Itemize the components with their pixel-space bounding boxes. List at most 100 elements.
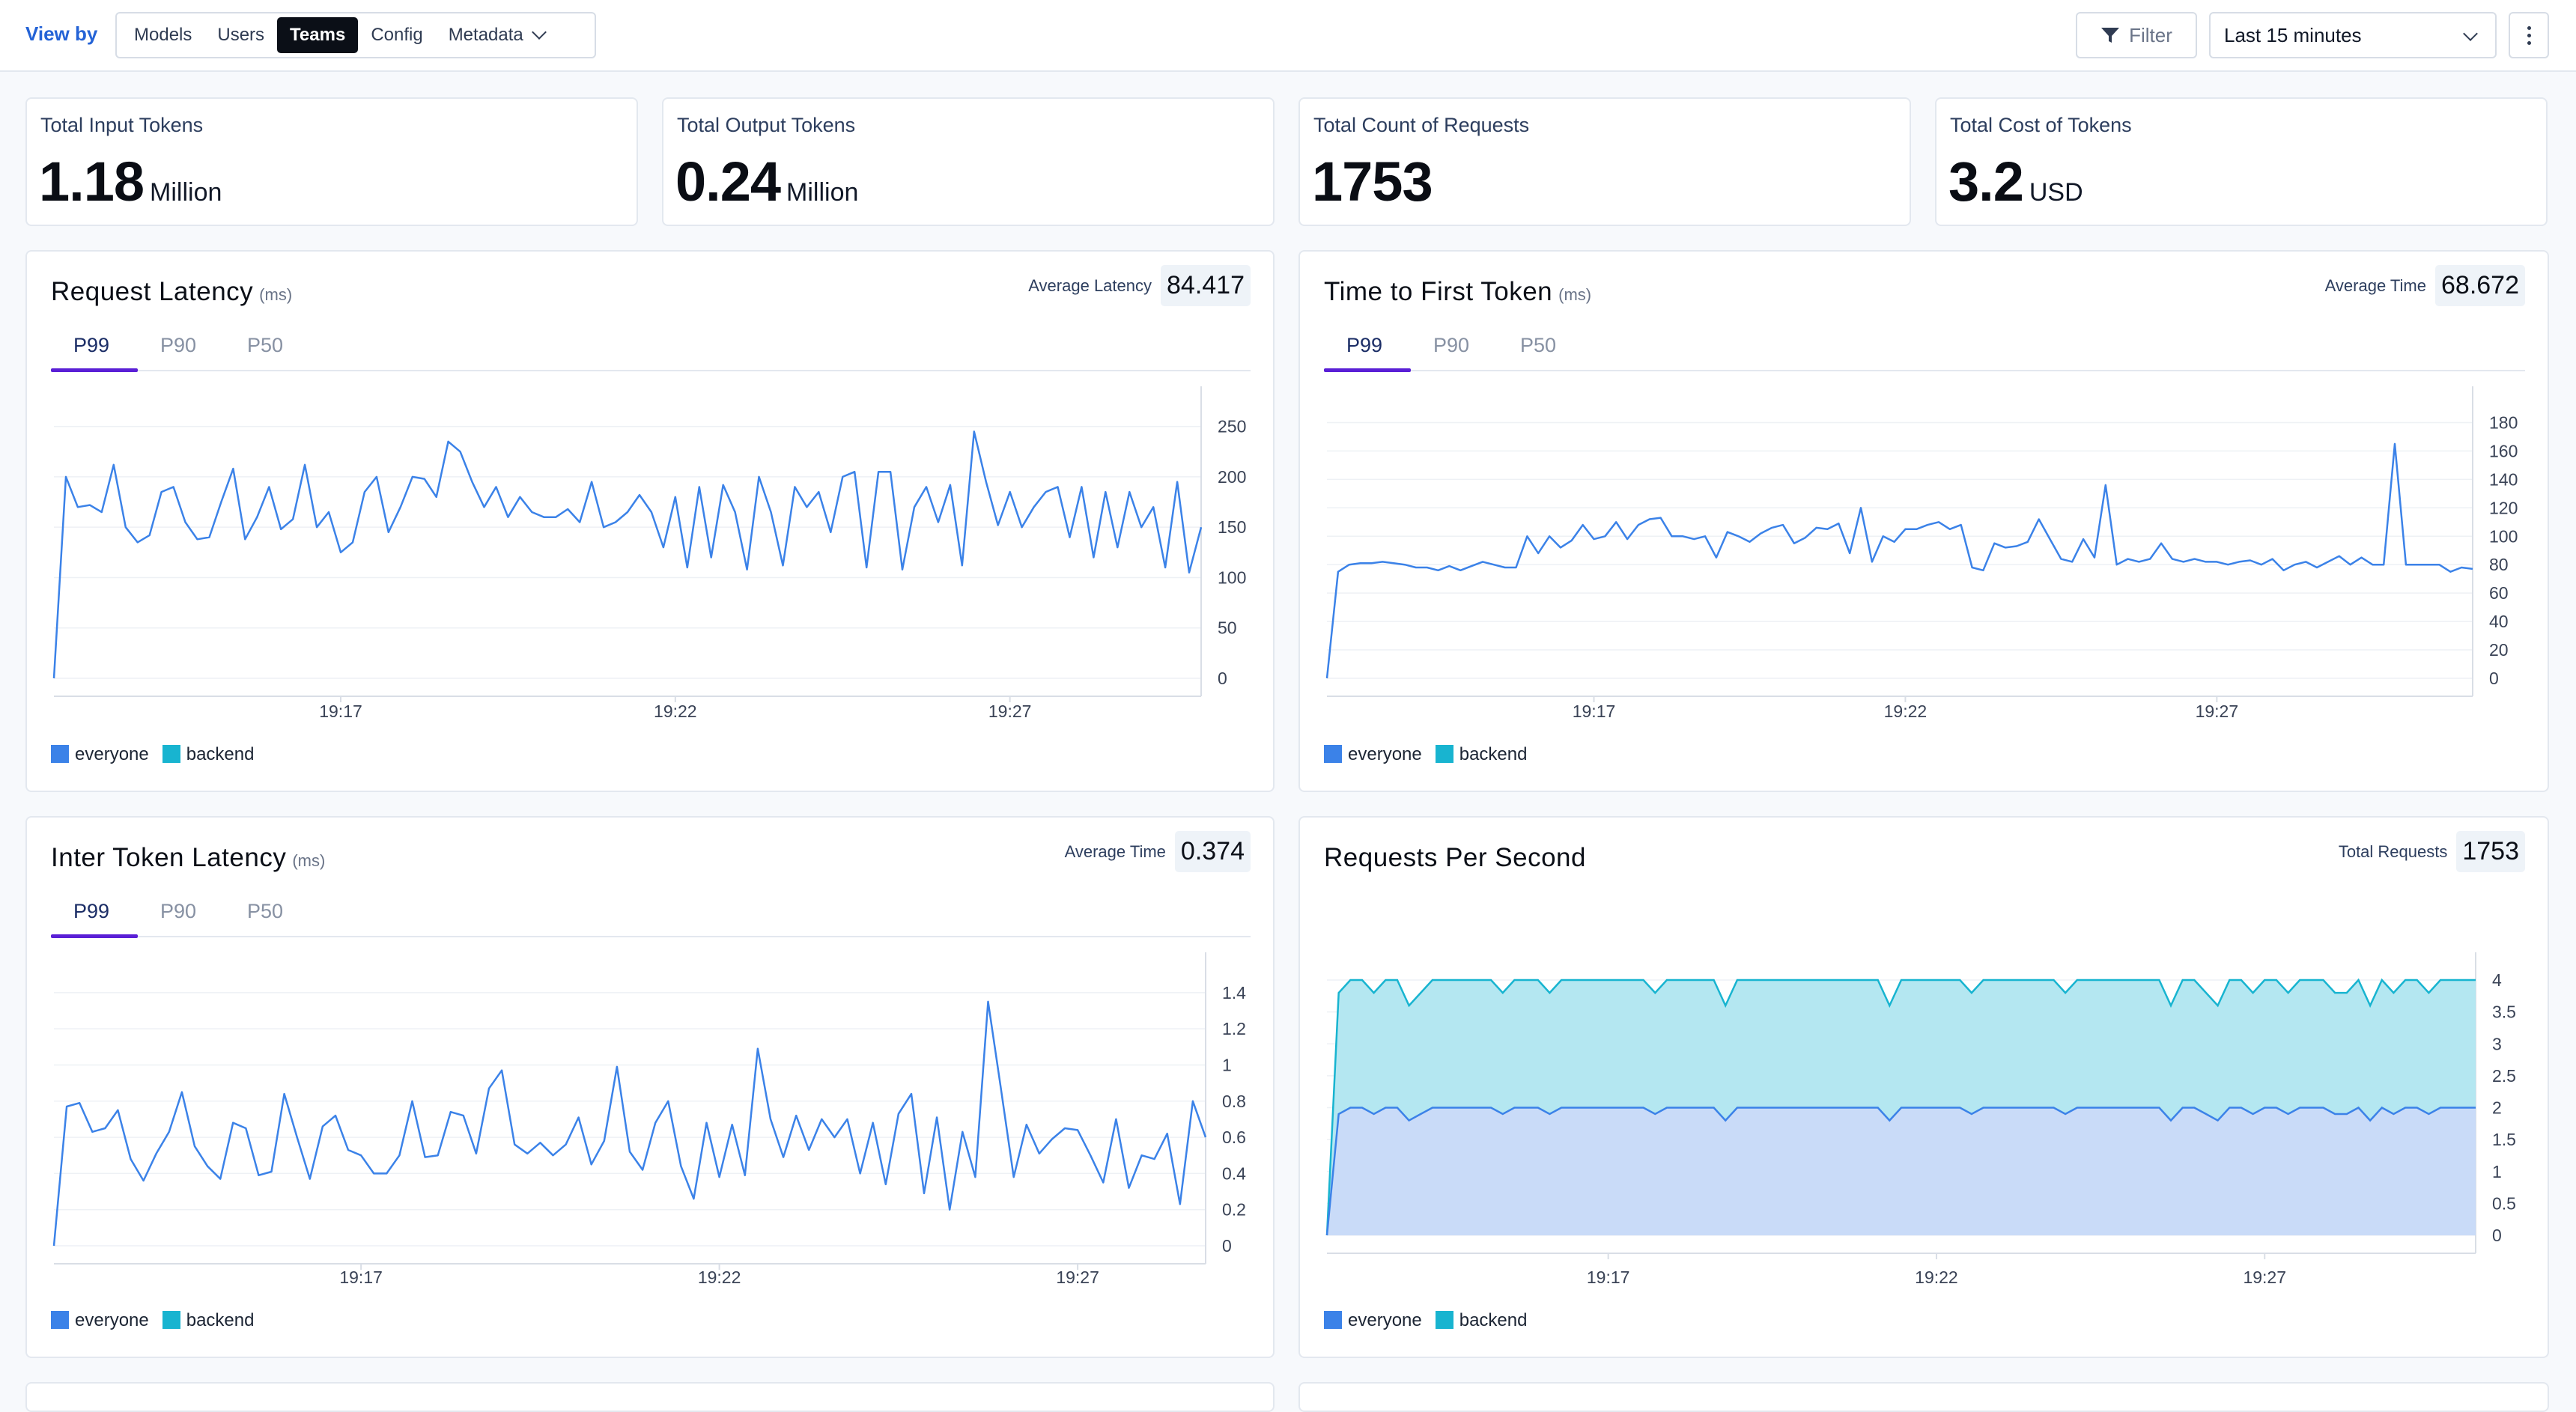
percentile-tabs: P99 P90 P50: [51, 889, 1251, 938]
legend-everyone[interactable]: everyone: [1324, 744, 1422, 765]
x-tick-label: 19:22: [654, 702, 697, 721]
y-tick-label: 0.6: [1222, 1128, 1246, 1147]
legend-backend[interactable]: backend: [162, 744, 255, 765]
x-tick-label: 19:17: [1587, 1268, 1630, 1287]
metric-label: Total Requests: [2338, 842, 2448, 861]
stat-value: 0.24: [675, 150, 781, 213]
x-tick-label: 19:17: [1573, 702, 1616, 721]
card-title: Inter Token Latency (ms): [51, 843, 325, 873]
x-tick-label: 19:27: [1056, 1268, 1099, 1287]
tab-p99[interactable]: P99: [1346, 334, 1383, 356]
metric-value: 1753: [2456, 831, 2525, 872]
y-tick-label: 2: [2492, 1098, 2502, 1118]
time-to-first-token-chart: 0 20 40 60 80 100 120 140 160 180 19:17 19:22 19:27: [1325, 386, 2518, 721]
series-line-everyone: [1325, 1106, 2476, 1236]
legend-everyone[interactable]: everyone: [51, 1310, 149, 1331]
filter-button[interactable]: Filter: [2076, 12, 2197, 58]
request-latency-chart: 0 50 100 150 200 250 19:17 19:22 19:27: [52, 386, 1246, 721]
tab-p50[interactable]: P50: [1520, 334, 1557, 356]
y-tick-label: 250: [1218, 417, 1246, 436]
chevron-down-icon: [2463, 26, 2478, 41]
legend-everyone[interactable]: everyone: [51, 744, 149, 765]
stat-unit: USD: [2029, 178, 2083, 207]
series-line-everyone: [52, 430, 1203, 679]
view-by-metadata-dropdown[interactable]: Metadata: [436, 17, 557, 53]
chart-legend: everyone backend: [1324, 744, 1527, 765]
inter-token-latency-chart: 0 0.2 0.4 0.6 0.8 1 1.2 1.4 19:17 19:22 19:27: [52, 952, 1246, 1287]
y-tick-label: 20: [2489, 640, 2509, 660]
percentile-tabs: P99 P90 P50: [1324, 323, 2525, 372]
y-tick-label: 40: [2489, 612, 2509, 631]
x-tick-label: 19:22: [1915, 1268, 1958, 1287]
time-to-first-token-card: Time to First Token (ms) Average Time 68.…: [1298, 250, 2549, 792]
average-latency-metric: Average Latency 84.417: [1028, 265, 1251, 306]
view-by-label: View by: [25, 22, 98, 45]
kebab-dot: [2527, 33, 2531, 37]
stat-label: Total Input Tokens: [40, 114, 204, 136]
legend-backend[interactable]: backend: [1435, 744, 1528, 765]
x-tick-label: 19:27: [988, 702, 1032, 721]
tab-p99[interactable]: P99: [73, 334, 110, 356]
card-title: Requests Per Second: [1324, 843, 1586, 873]
stat-value: 3.2: [1948, 150, 2024, 213]
y-tick-label: 100: [1218, 567, 1246, 587]
y-tick-label: 50: [1218, 618, 1237, 638]
request-latency-card: Request Latency (ms) Average Latency 84.4…: [25, 250, 1275, 792]
view-by-users[interactable]: Users: [217, 25, 265, 45]
metric-label: Average Time: [1064, 842, 1166, 861]
legend-everyone[interactable]: everyone: [1324, 1310, 1422, 1331]
legend-label: everyone: [75, 744, 149, 764]
tab-p50[interactable]: P50: [247, 900, 284, 922]
y-tick-label: 0.2: [1222, 1200, 1246, 1220]
metric-value: 68.672: [2435, 265, 2525, 306]
legend-label: backend: [1459, 744, 1528, 764]
legend-swatch: [162, 745, 180, 763]
y-tick-label: 0: [1222, 1236, 1232, 1256]
view-by-segmented-control: Models Users Teams Config Metadata: [115, 12, 596, 58]
legend-label: everyone: [75, 1310, 149, 1330]
legend-swatch: [1435, 745, 1453, 763]
stat-label: Total Count of Requests: [1313, 114, 1530, 136]
series-line-backend: [1325, 978, 2476, 1236]
top-toolbar: View by Models Users Teams Config Metada…: [0, 0, 2576, 72]
legend-backend[interactable]: backend: [162, 1310, 254, 1331]
legend-label: everyone: [1348, 1310, 1422, 1330]
card-title-text: Inter Token Latency: [51, 843, 287, 872]
card-title-text: Request Latency: [51, 277, 254, 306]
y-tick-label: 1.5: [2492, 1130, 2516, 1149]
y-tick-label: 1.4: [1222, 983, 1246, 1002]
metric-label: Average Time: [2324, 276, 2426, 295]
chart-legend: everyone backend: [51, 1310, 254, 1331]
tab-p90[interactable]: P90: [160, 900, 197, 922]
legend-label: backend: [186, 744, 255, 764]
card-title: Request Latency (ms): [51, 277, 292, 307]
more-options-button[interactable]: [2509, 12, 2549, 58]
y-tick-label: 120: [2489, 498, 2518, 517]
tab-p90[interactable]: P90: [160, 334, 197, 356]
y-tick-label: 80: [2489, 555, 2509, 574]
card-title-unit: (ms): [259, 285, 293, 304]
y-tick-label: 1: [2492, 1162, 2502, 1181]
view-by-config[interactable]: Config: [371, 25, 423, 45]
y-tick-label: 1: [1222, 1055, 1232, 1074]
tab-p99[interactable]: P99: [73, 900, 110, 922]
y-tick-label: 100: [2489, 526, 2518, 546]
stat-label: Total Cost of Tokens: [1950, 114, 2132, 136]
card-title-unit: (ms): [1558, 285, 1592, 304]
stat-label: Total Output Tokens: [677, 114, 856, 136]
legend-label: backend: [1459, 1310, 1528, 1330]
filter-label: Filter: [2129, 23, 2172, 46]
view-by-teams[interactable]: Teams: [277, 17, 359, 53]
card-title-unit: (ms): [292, 851, 326, 870]
time-range-select[interactable]: Last 15 minutes: [2209, 12, 2497, 58]
legend-backend[interactable]: backend: [1435, 1310, 1528, 1331]
tab-p50[interactable]: P50: [247, 334, 284, 356]
x-tick-label: 19:27: [2243, 1268, 2286, 1287]
stat-value-wrap: 1753: [1312, 150, 1433, 213]
percentile-tabs: P99 P90 P50: [51, 323, 1251, 372]
chevron-down-icon: [531, 25, 547, 40]
y-tick-label: 0: [2489, 669, 2499, 688]
view-by-models[interactable]: Models: [134, 25, 192, 45]
tab-p90[interactable]: P90: [1433, 334, 1470, 356]
y-tick-label: 3: [2492, 1034, 2502, 1053]
